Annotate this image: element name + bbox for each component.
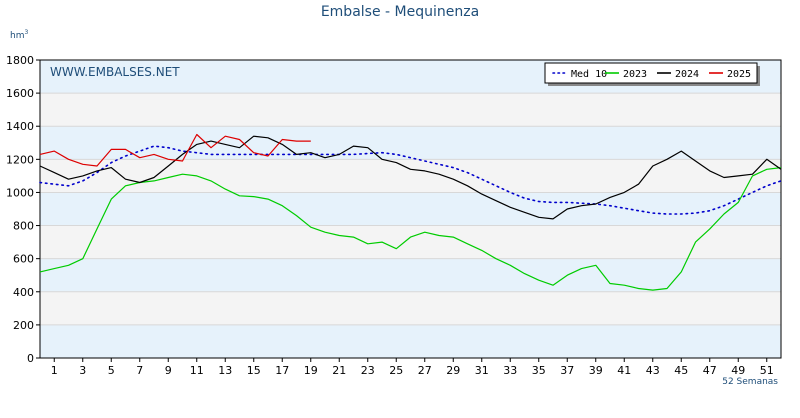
x-tick-label: 7	[136, 364, 143, 377]
series-line-2023	[39, 167, 782, 291]
band-5	[40, 159, 781, 193]
x-tick-label: 15	[247, 364, 261, 377]
grid-lines	[40, 92, 781, 326]
legend-label: 2025	[727, 69, 751, 80]
y-unit-exponent: 3	[24, 29, 28, 36]
series-line-2024	[39, 135, 782, 220]
x-tick-label: 17	[275, 364, 289, 377]
x-tick-label: 29	[446, 364, 460, 377]
x-axis-ticks: 1 3 5 7 9 11 13 15 17 19 21 23 25 27 29 31 33 35 37 39 41 43 4…	[51, 358, 774, 377]
y-tick-label: 600	[13, 253, 34, 266]
y-tick-label: 1600	[6, 87, 34, 100]
series-line-med-10	[39, 145, 782, 215]
legend: Med 10 2023 2024 2025	[544, 62, 760, 86]
chart-title: Embalse - Mequinenza	[321, 4, 479, 20]
legend-items: Med 10 2023 2024 2025	[552, 69, 751, 80]
plot-frame	[39, 59, 782, 359]
x-tick-label: 33	[503, 364, 517, 377]
band-3	[40, 225, 781, 259]
x-tick-label: 31	[475, 364, 489, 377]
x-tick-label: 35	[532, 364, 546, 377]
y-tick-label: 0	[27, 352, 34, 365]
band-1	[40, 291, 781, 325]
legend-label: 2024	[675, 69, 699, 80]
y-tick-label: 800	[13, 220, 34, 233]
x-tick-label: 37	[560, 364, 574, 377]
x-tick-label: 47	[703, 364, 717, 377]
y-tick-label: 1200	[6, 153, 34, 166]
background-bands	[40, 60, 781, 358]
legend-label: 2023	[623, 69, 647, 80]
y-unit-base: hm	[10, 31, 24, 41]
y-axis-ticks: 0 200 400 600 800 1000 1200 1400 1600 1800	[6, 54, 40, 365]
band-4	[40, 192, 781, 226]
x-tick-label: 23	[361, 364, 375, 377]
x-tick-label: 25	[389, 364, 403, 377]
legend-box	[544, 62, 758, 84]
x-tick-label: 1	[51, 364, 58, 377]
x-tick-label: 41	[617, 364, 631, 377]
x-tick-label: 27	[418, 364, 432, 377]
series-lines	[39, 133, 782, 291]
x-tick-label: 45	[674, 364, 688, 377]
series-line-2025	[39, 133, 311, 167]
y-tick-label: 400	[13, 286, 34, 299]
x-tick-label: 11	[190, 364, 204, 377]
x-tick-label: 43	[646, 364, 660, 377]
band-2	[40, 258, 781, 292]
x-tick-label: 21	[332, 364, 346, 377]
y-tick-label: 1800	[6, 54, 34, 67]
band-6	[40, 126, 781, 160]
x-tick-label: 19	[304, 364, 318, 377]
band-0	[40, 324, 781, 358]
watermark-text: WWW.EMBALSES.NET	[50, 65, 180, 79]
band-7	[40, 93, 781, 127]
y-tick-label: 1000	[6, 186, 34, 199]
x-tick-label: 3	[79, 364, 86, 377]
y-tick-label: 200	[13, 319, 34, 332]
x-tick-label: 13	[218, 364, 232, 377]
x-tick-label: 5	[108, 364, 115, 377]
legend-label: Med 10	[571, 69, 607, 80]
y-unit-label: hm3	[10, 29, 28, 41]
y-tick-label: 1400	[6, 120, 34, 133]
x-tick-label: 51	[760, 364, 774, 377]
x-tick-label: 9	[165, 364, 172, 377]
x-axis-note: 52 Semanas	[722, 377, 778, 387]
x-tick-label: 39	[589, 364, 603, 377]
x-tick-label: 49	[731, 364, 745, 377]
